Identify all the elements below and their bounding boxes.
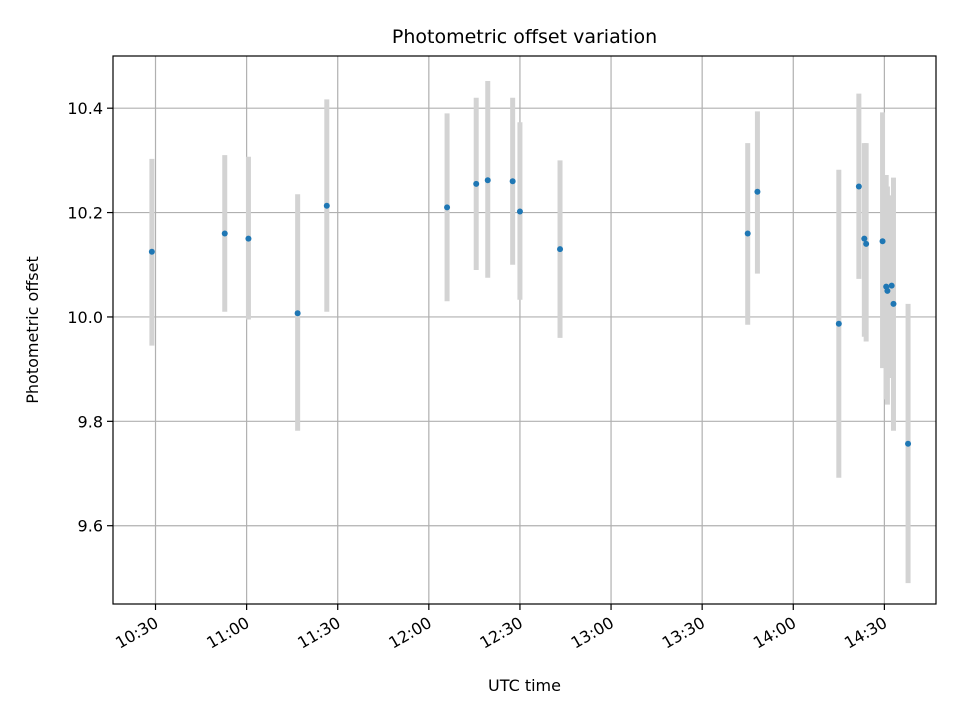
chart-title: Photometric offset variation	[392, 26, 657, 48]
data-point	[863, 240, 870, 247]
x-axis-label: UTC time	[488, 676, 561, 695]
data-point	[855, 183, 862, 190]
data-point	[879, 238, 886, 245]
y-tick-label: 9.8	[78, 412, 103, 431]
data-point	[148, 248, 155, 255]
data-point	[245, 235, 252, 242]
y-tick-label: 9.6	[78, 517, 103, 536]
data-point	[905, 440, 912, 447]
data-point	[516, 208, 523, 215]
y-axis: 9.6 9.8 10.0 10.2 10.4	[67, 99, 113, 536]
data-point	[888, 282, 895, 289]
y-axis-label: Photometric offset	[23, 256, 42, 404]
y-tick-label: 10.2	[67, 204, 103, 223]
y-tick-label: 10.4	[67, 99, 103, 118]
data-point	[484, 177, 491, 184]
data-point	[221, 230, 228, 237]
data-point	[884, 287, 891, 294]
plot-frame	[112, 55, 937, 605]
data-point	[835, 320, 842, 327]
data-point	[473, 180, 480, 187]
data-point	[754, 188, 761, 195]
data-point	[444, 204, 451, 211]
data-point	[744, 230, 751, 237]
data-point	[557, 246, 564, 253]
y-tick-label: 10.0	[67, 308, 103, 327]
data-point	[890, 300, 897, 307]
data-point	[509, 178, 516, 185]
data-point	[861, 235, 868, 242]
data-point	[294, 310, 301, 317]
data-point	[323, 202, 330, 209]
data-points	[148, 177, 912, 447]
